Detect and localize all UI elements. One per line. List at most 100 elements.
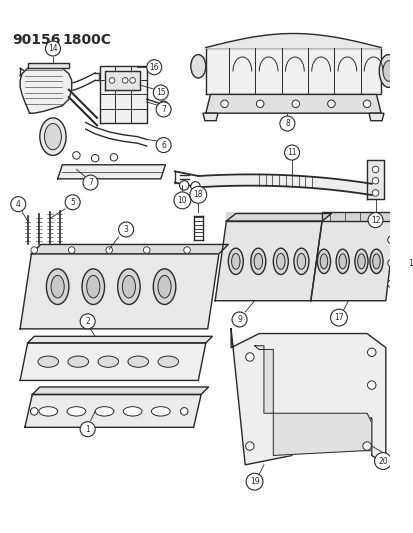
Circle shape — [367, 213, 382, 228]
Circle shape — [330, 309, 347, 326]
Circle shape — [387, 236, 394, 244]
Polygon shape — [310, 221, 394, 301]
Circle shape — [279, 116, 294, 131]
Circle shape — [180, 408, 188, 415]
Ellipse shape — [95, 407, 114, 416]
Text: 1800C: 1800C — [62, 34, 111, 47]
Text: 5: 5 — [70, 198, 75, 207]
Text: 10: 10 — [177, 196, 187, 205]
Ellipse shape — [67, 407, 85, 416]
Circle shape — [362, 442, 370, 450]
Ellipse shape — [98, 356, 118, 367]
Polygon shape — [20, 343, 205, 381]
Text: 7: 7 — [161, 105, 166, 114]
Text: 13: 13 — [407, 259, 413, 268]
Polygon shape — [31, 245, 228, 254]
Text: 17: 17 — [333, 313, 343, 322]
Ellipse shape — [335, 249, 349, 273]
Circle shape — [109, 78, 114, 83]
Ellipse shape — [372, 254, 379, 269]
Ellipse shape — [250, 248, 265, 274]
Circle shape — [106, 247, 112, 253]
Circle shape — [68, 247, 75, 253]
Circle shape — [387, 280, 394, 288]
Polygon shape — [205, 47, 380, 94]
Ellipse shape — [382, 61, 393, 82]
Circle shape — [153, 85, 168, 100]
Circle shape — [190, 182, 200, 191]
Text: 11: 11 — [287, 148, 296, 157]
Circle shape — [183, 247, 190, 253]
Circle shape — [110, 154, 117, 161]
Polygon shape — [321, 212, 394, 221]
Circle shape — [31, 247, 38, 253]
Text: 16: 16 — [149, 63, 159, 72]
Polygon shape — [368, 113, 383, 120]
Ellipse shape — [354, 249, 367, 273]
Polygon shape — [254, 346, 371, 455]
Ellipse shape — [45, 124, 61, 150]
Circle shape — [80, 314, 95, 329]
Ellipse shape — [122, 276, 135, 298]
Ellipse shape — [158, 356, 178, 367]
Ellipse shape — [39, 407, 57, 416]
Circle shape — [45, 41, 60, 56]
Polygon shape — [28, 63, 69, 68]
Ellipse shape — [51, 276, 64, 298]
Text: 18: 18 — [193, 190, 202, 199]
Circle shape — [156, 138, 171, 152]
Circle shape — [284, 145, 299, 160]
Ellipse shape — [297, 253, 305, 269]
Ellipse shape — [123, 407, 142, 416]
Circle shape — [130, 78, 135, 83]
Text: 20: 20 — [377, 457, 387, 465]
Ellipse shape — [151, 407, 170, 416]
Text: 8: 8 — [284, 119, 289, 128]
Circle shape — [83, 175, 98, 190]
Text: 4: 4 — [16, 200, 21, 208]
Text: 12: 12 — [370, 215, 380, 224]
Circle shape — [80, 422, 95, 437]
Ellipse shape — [38, 356, 59, 367]
Polygon shape — [230, 329, 385, 465]
Circle shape — [179, 181, 188, 190]
Ellipse shape — [369, 249, 382, 273]
Ellipse shape — [338, 254, 346, 269]
Ellipse shape — [228, 248, 243, 274]
Polygon shape — [20, 254, 218, 329]
Circle shape — [374, 453, 391, 470]
Circle shape — [65, 195, 80, 210]
Polygon shape — [226, 212, 321, 221]
Text: 19: 19 — [249, 477, 259, 486]
Polygon shape — [100, 66, 146, 123]
Circle shape — [371, 177, 378, 184]
Text: 2: 2 — [85, 317, 90, 326]
Polygon shape — [202, 113, 218, 120]
Circle shape — [387, 260, 394, 267]
Circle shape — [122, 78, 128, 83]
Polygon shape — [28, 336, 212, 343]
Text: 7: 7 — [88, 178, 93, 187]
Polygon shape — [205, 94, 380, 113]
Ellipse shape — [86, 276, 100, 298]
Circle shape — [143, 247, 150, 253]
Circle shape — [72, 151, 80, 159]
Circle shape — [159, 101, 168, 110]
Text: 6: 6 — [161, 141, 166, 150]
Ellipse shape — [378, 54, 397, 87]
Polygon shape — [215, 221, 321, 301]
Circle shape — [31, 408, 38, 415]
Polygon shape — [20, 66, 71, 113]
Text: 90156: 90156 — [13, 34, 61, 47]
Circle shape — [256, 100, 263, 108]
Ellipse shape — [128, 356, 148, 367]
Circle shape — [291, 100, 299, 108]
Ellipse shape — [231, 253, 240, 269]
Text: 14: 14 — [48, 44, 58, 53]
Polygon shape — [25, 394, 201, 427]
Circle shape — [245, 473, 262, 490]
Circle shape — [367, 381, 375, 389]
Circle shape — [220, 100, 228, 108]
Text: 15: 15 — [156, 88, 165, 97]
Text: 1: 1 — [85, 425, 90, 434]
